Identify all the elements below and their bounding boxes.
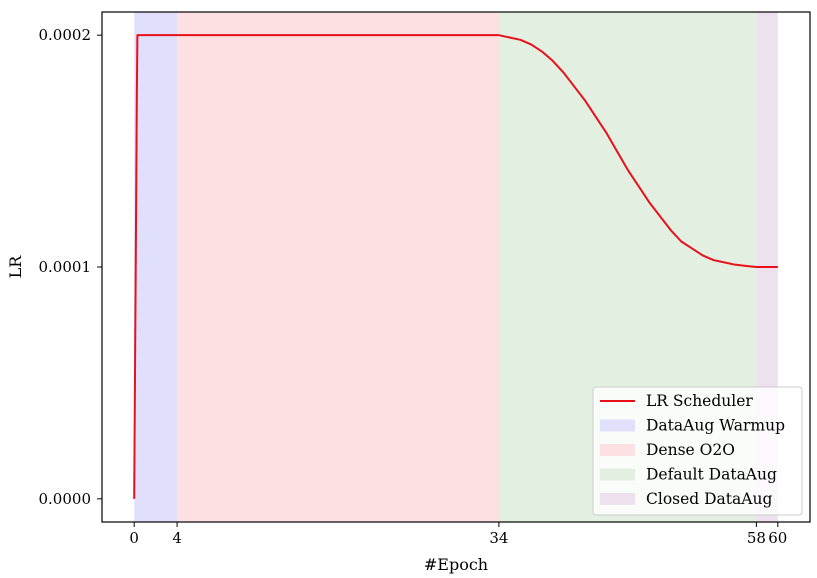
legend: LR Scheduler DataAug Warmup Dense O2O Defau… xyxy=(592,386,803,516)
y-axis-ticks: 0.0000 0.0001 0.0002 xyxy=(39,26,102,508)
x-tick-label-3: 58 xyxy=(747,529,766,547)
legend-swatch-1 xyxy=(600,419,635,432)
x-axis-title: #Epoch xyxy=(424,555,488,574)
legend-label-3: Default DataAug xyxy=(646,466,777,484)
x-tick-label-4: 60 xyxy=(768,529,787,547)
x-tick-label-1: 4 xyxy=(172,529,182,547)
legend-swatch-2 xyxy=(600,444,635,456)
legend-label-2: Dense O2O xyxy=(646,441,735,459)
x-tick-label-0: 0 xyxy=(129,529,139,547)
y-tick-label-2: 0.0002 xyxy=(39,26,92,44)
y-tick-label-1: 0.0001 xyxy=(39,258,92,276)
series-line-0 xyxy=(133,34,778,499)
legend-label-1: DataAug Warmup xyxy=(646,417,785,435)
legend-label-4: Closed DataAug xyxy=(646,490,772,508)
legend-swatch-4 xyxy=(600,493,635,505)
span-1 xyxy=(177,12,499,522)
y-axis-title: LR xyxy=(6,255,25,279)
y-tick-label-0: 0.0000 xyxy=(39,490,92,508)
legend-label-0: LR Scheduler xyxy=(646,392,753,410)
x-tick-label-2: 34 xyxy=(489,529,508,547)
legend-swatch-3 xyxy=(600,468,635,481)
x-axis-ticks: 0 4 34 58 60 xyxy=(129,522,787,547)
legend-box xyxy=(592,386,803,516)
series-layer xyxy=(133,34,778,499)
span-0 xyxy=(134,12,178,522)
